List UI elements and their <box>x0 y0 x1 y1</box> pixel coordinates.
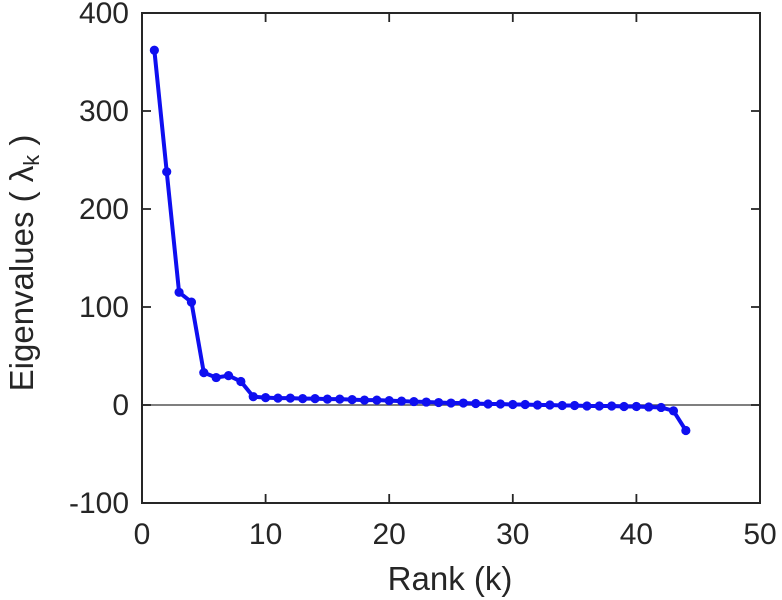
data-point-marker <box>458 398 468 408</box>
data-point-marker <box>298 394 308 404</box>
x-tick-label: 30 <box>496 518 529 551</box>
series-line <box>152 48 688 433</box>
x-tick-label: 40 <box>620 518 653 551</box>
y-tick-label: -100 <box>69 487 129 520</box>
data-point-marker <box>508 399 518 410</box>
data-point-marker <box>520 399 530 410</box>
data-point-marker <box>236 376 246 387</box>
x-tick-label: 0 <box>134 518 151 551</box>
x-tick-label: 10 <box>249 518 282 551</box>
data-point-marker <box>434 397 444 408</box>
y-tick-label: 400 <box>79 0 129 30</box>
data-point-marker <box>186 297 197 307</box>
data-point-marker <box>471 398 481 409</box>
y-axis-label-suffix: ) <box>3 134 40 155</box>
data-point-marker <box>582 401 592 411</box>
data-point-marker <box>273 393 283 403</box>
data-point-marker <box>211 372 221 383</box>
y-tick-label: 0 <box>112 389 129 422</box>
data-point-marker <box>359 395 370 405</box>
data-point-marker <box>409 396 419 407</box>
data-point-marker <box>545 400 555 410</box>
data-point-marker <box>495 399 506 409</box>
x-tick-label: 50 <box>743 518 776 551</box>
data-point-marker <box>285 393 295 403</box>
data-point-marker <box>668 406 679 416</box>
y-axis-label: Eigenvalues ( λk ) <box>1 83 45 443</box>
data-point-marker <box>557 400 567 411</box>
data-point-marker <box>607 401 617 411</box>
data-point-marker <box>619 401 629 412</box>
data-point-marker <box>347 395 357 405</box>
data-point-marker <box>248 392 258 402</box>
y-tick-label: 200 <box>79 193 129 226</box>
data-point-marker <box>396 396 407 406</box>
data-point-marker <box>631 401 642 412</box>
y-axis-label-subscript: k <box>19 154 45 166</box>
data-point-marker <box>372 395 382 405</box>
data-point-marker <box>384 395 394 406</box>
data-point-marker <box>310 394 320 404</box>
y-tick-label: 300 <box>79 95 129 128</box>
data-point-marker <box>483 399 493 409</box>
data-point-marker <box>644 402 654 412</box>
data-point-marker <box>532 400 543 410</box>
data-point-marker <box>446 398 456 408</box>
lambda-symbol: λ <box>3 165 40 183</box>
data-point-marker <box>322 394 332 404</box>
data-point-marker <box>199 368 209 378</box>
y-tick-label: 100 <box>79 291 129 324</box>
data-point-marker <box>656 402 666 413</box>
plot-box <box>141 12 761 504</box>
x-axis-label: Rank (k) <box>387 560 513 597</box>
data-point-marker <box>174 287 184 297</box>
data-point-marker <box>335 394 345 404</box>
x-tick-label: 20 <box>373 518 406 551</box>
data-point-marker <box>421 397 431 407</box>
data-point-marker <box>149 45 159 55</box>
data-point-marker <box>162 167 172 177</box>
data-point-marker <box>570 400 580 411</box>
data-point-marker <box>594 401 604 411</box>
data-point-marker <box>681 425 691 436</box>
data-point-marker <box>261 393 271 403</box>
data-point-marker <box>223 371 234 381</box>
y-axis-label-prefix: Eigenvalues ( <box>3 182 40 392</box>
